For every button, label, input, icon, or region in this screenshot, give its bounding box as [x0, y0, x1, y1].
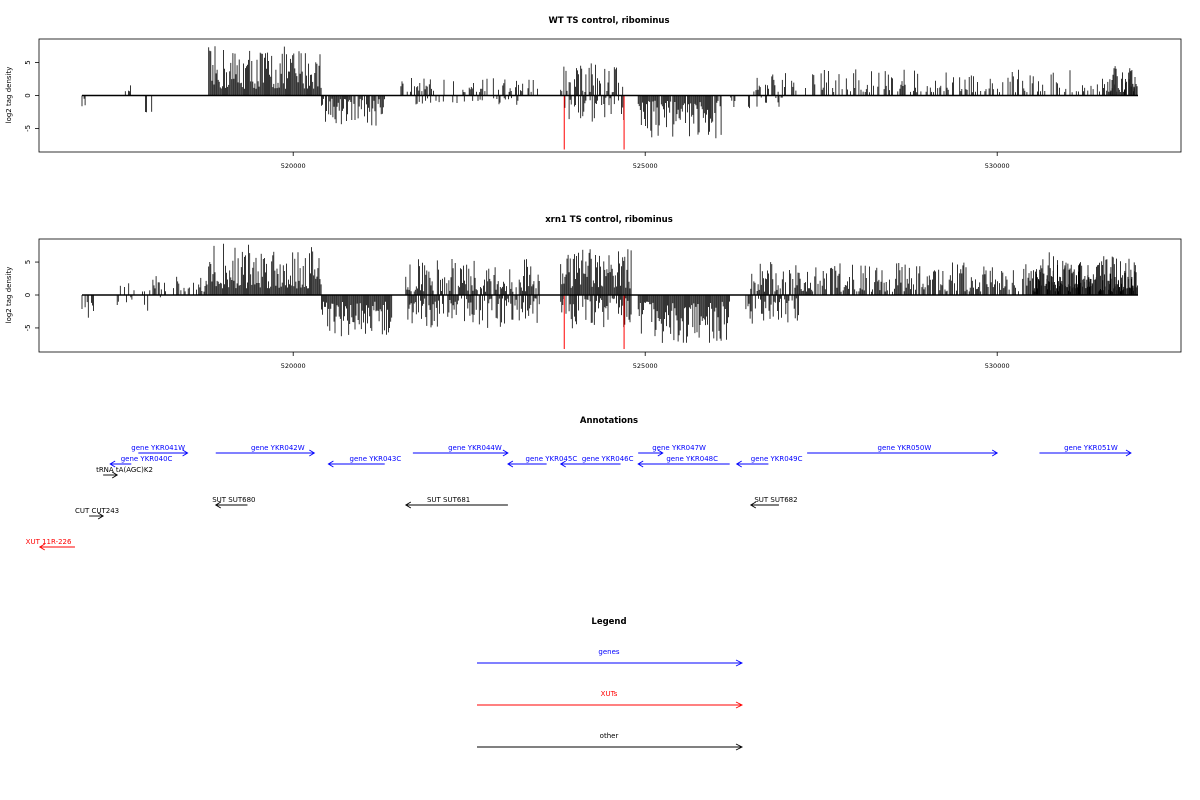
panel-wt-y-axis: -5 0 5 [24, 60, 39, 132]
panel-wt-ylabel: log2 tag density [5, 67, 13, 124]
x-tick-label: 520000 [281, 362, 306, 370]
legend-panel: Legend genes XUTs other [477, 617, 744, 751]
panel-xrn1-bars [81, 243, 1138, 343]
legend-item: genes [477, 648, 744, 667]
annotation-gene: gene YKR044W [412, 444, 509, 457]
annotation-label: gene YKR048C [666, 455, 718, 463]
annotation-label: gene YKR041W [131, 444, 185, 452]
annotation-label: SUT SUT680 [212, 496, 255, 504]
annotation-label: gene YKR047W [652, 444, 706, 452]
y-tick-label: 5 [24, 260, 32, 264]
y-tick-label: 0 [24, 293, 32, 297]
panel-xrn1-ylabel: log2 tag density [5, 267, 13, 324]
x-tick-label: 530000 [985, 162, 1010, 170]
annotation-xut: XUT 11R-226 [26, 538, 75, 551]
panel-xrn1-red-lines [563, 295, 625, 350]
annotation-label: XUT 11R-226 [26, 538, 72, 546]
annotation-other: SUT SUT681 [404, 496, 508, 509]
annotation-gene: gene YKR047W [638, 444, 706, 457]
legend-title: Legend [591, 617, 626, 627]
arrow-left-icon [637, 460, 644, 468]
panel-wt-title: WT TS control, ribominus [548, 16, 669, 26]
legend-label: genes [598, 648, 619, 656]
panel-wt: WT TS control, ribominus log2 tag densit… [5, 16, 1182, 170]
annotation-label: gene YKR046C [582, 455, 634, 463]
annotation-label: SUT SUT681 [427, 496, 470, 504]
annotation-gene: gene YKR041W [131, 444, 189, 457]
arrow-left-icon [749, 501, 757, 509]
annotation-other: SUT SUT680 [212, 496, 256, 509]
x-tick-label: 525000 [633, 362, 658, 370]
arrow-right-icon [735, 743, 744, 751]
arrow-right-icon [111, 471, 119, 479]
arrow-right-icon [991, 449, 999, 457]
y-tick-label: 0 [24, 93, 32, 97]
arrow-left-icon [327, 460, 334, 468]
arrow-left-icon [38, 543, 45, 551]
annotation-label: gene YKR050W [878, 444, 932, 452]
arrow-right-icon [1125, 449, 1132, 457]
x-tick-label: 525000 [633, 162, 658, 170]
legend-label: XUTs [601, 690, 618, 698]
panel-wt-bars [81, 46, 1138, 139]
annotation-gene: gene YKR048C [637, 455, 730, 468]
panel-xrn1-x-axis: 520000 525000 530000 [281, 352, 1010, 370]
annotation-label: tRNA tA(AGC)K2 [96, 466, 153, 474]
legend-items: genes XUTs other [477, 648, 744, 751]
arrow-right-icon [735, 701, 744, 709]
arrow-left-icon [109, 460, 116, 468]
annotation-label: gene YKR049C [751, 455, 803, 463]
arrow-right-icon [309, 449, 316, 457]
legend-item: other [477, 732, 744, 751]
legend-label: other [600, 732, 619, 740]
arrow-right-icon [502, 449, 509, 457]
annotation-label: gene YKR051W [1064, 444, 1118, 452]
annotation-label: gene YKR042W [251, 444, 305, 452]
annotation-label: gene YKR043C [350, 455, 402, 463]
annotation-label: gene YKR045C [526, 455, 578, 463]
annotations-panel: Annotations gene YKR041W gene YKR042Wgene… [26, 416, 1132, 551]
y-tick-label: -5 [24, 125, 32, 132]
arrow-left-icon [559, 460, 566, 468]
arrow-left-icon [404, 501, 412, 509]
annotation-other: SUT SUT682 [749, 496, 798, 509]
panel-xrn1-y-axis: -5 0 5 [24, 260, 39, 331]
annotation-gene: gene YKR043C [327, 455, 402, 468]
annotation-other: CUT CUT243 [75, 507, 119, 520]
annotations-title: Annotations [580, 416, 638, 426]
annotation-label: SUT SUT682 [754, 496, 797, 504]
arrow-left-icon [735, 460, 742, 468]
annotation-tracks: gene YKR041W gene YKR042W gene YKR040C gene… [26, 444, 1132, 551]
annotation-other: tRNA tA(AGC)K2 [96, 466, 153, 479]
arrow-right-icon [735, 659, 744, 667]
y-tick-label: -5 [24, 324, 32, 331]
panel-wt-x-axis: 520000 525000 530000 [281, 152, 1010, 170]
annotation-gene: gene YKR050W [807, 444, 999, 457]
panel-xrn1: xrn1 TS control, ribominus log2 tag dens… [5, 215, 1182, 370]
panel-xrn1-title: xrn1 TS control, ribominus [545, 215, 673, 225]
annotation-label: gene YKR044W [448, 444, 502, 452]
arrow-left-icon [507, 460, 514, 468]
panel-wt-red-lines [563, 95, 625, 150]
x-tick-label: 520000 [281, 162, 306, 170]
x-tick-label: 530000 [985, 362, 1010, 370]
annotation-gene: gene YKR045C [507, 455, 578, 468]
panel-xrn1-frame [38, 238, 1182, 353]
y-tick-label: 5 [24, 60, 32, 64]
annotation-gene: gene YKR049C [735, 455, 803, 468]
arrow-right-icon [182, 449, 189, 457]
arrow-left-icon [214, 501, 221, 509]
annotation-label: gene YKR040C [121, 455, 173, 463]
annotation-gene: gene YKR042W [215, 444, 316, 457]
annotation-label: CUT CUT243 [75, 507, 119, 515]
arrow-right-icon [657, 449, 664, 457]
annotation-gene: gene YKR040C [109, 455, 173, 468]
legend-item: XUTs [477, 690, 744, 709]
arrow-right-icon [97, 512, 104, 520]
annotation-gene: gene YKR046C [559, 455, 634, 468]
annotation-gene: gene YKR051W [1039, 444, 1132, 457]
